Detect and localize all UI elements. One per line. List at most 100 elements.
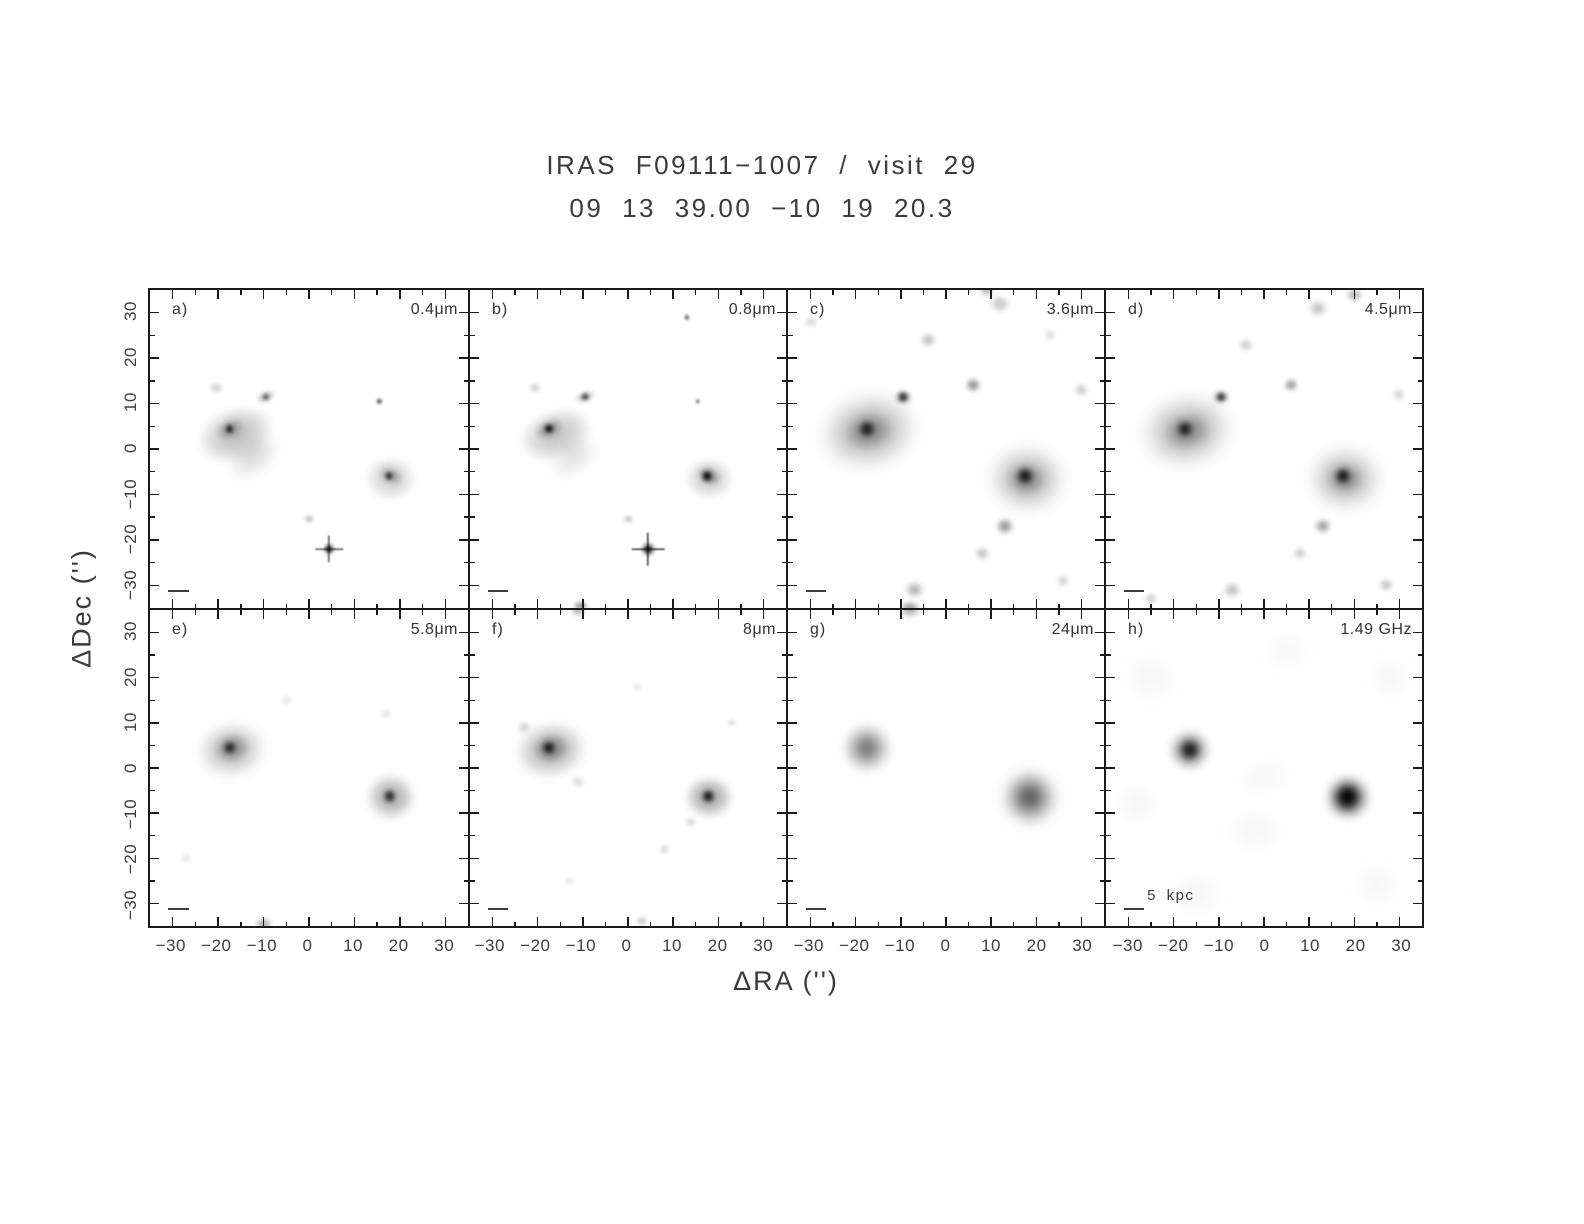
axis-tick [788,902,797,905]
source-blob [567,610,590,619]
axis-tick [1106,699,1111,701]
axis-tick [788,312,797,314]
source-core [642,542,655,556]
axis-tick [900,917,902,926]
axis-tick [1080,610,1083,619]
axis-tick [1080,917,1083,926]
axis-tick [781,380,786,382]
axis-tick [777,402,786,405]
axis-tick [967,290,970,295]
axis-tick [459,312,468,314]
axis-tick [1417,380,1422,382]
axis-tick [1106,880,1111,882]
axis-tick [740,603,742,608]
source-core [541,740,557,755]
axis-tick [459,857,468,859]
axis-tick [762,917,765,926]
axis-tick [762,599,765,608]
y-tick-label: −20 [121,844,140,875]
axis-tick [922,610,925,615]
axis-tick [353,917,356,926]
x-tick-label: 0 [940,936,951,955]
axis-tick [1417,835,1422,837]
axis-tick [217,917,219,926]
panel-d: d) 4.5μm [1104,290,1422,608]
source-blob [962,375,984,396]
x-tick-label: 20 [388,936,409,955]
axis-tick [1353,290,1355,299]
axis-tick [1413,677,1422,679]
axis-tick [1106,539,1115,541]
source-blob [1115,646,1188,710]
axis-tick [788,744,793,747]
axis-tick [463,471,468,473]
axis-tick [1331,603,1333,608]
axis-tick [470,677,479,679]
axis-tick [470,425,475,427]
axis-tick [470,561,475,564]
axis-tick [740,610,742,615]
axis-tick [262,610,265,619]
axis-tick [1195,921,1197,926]
axis-tick [695,921,697,926]
axis-tick [788,835,793,837]
axis-tick [604,921,607,926]
axis-tick [777,857,786,859]
axis-tick [194,610,197,615]
axis-tick [1127,290,1130,299]
axis-tick [559,921,561,926]
panel-letter: a) [172,301,189,318]
axis-tick [788,561,793,564]
axis-tick [809,290,812,299]
scale-bar [1124,589,1145,592]
axis-tick [855,917,857,926]
axis-tick [1331,290,1333,295]
axis-tick [945,599,947,608]
axis-tick [777,722,786,724]
axis-tick [150,584,159,586]
axis-tick [470,902,479,905]
axis-tick [809,610,812,619]
axis-tick [470,631,479,634]
axis-tick [459,902,468,905]
axis-tick [150,493,159,496]
scale-bar [1124,907,1145,910]
axis-tick [150,699,155,701]
axis-tick [150,767,159,769]
axis-tick [1099,699,1104,701]
axis-tick [788,584,797,586]
x-tick-label: −30 [474,936,505,955]
axis-tick [672,917,674,926]
source-core [1015,467,1035,486]
axis-tick [353,610,356,619]
axis-tick [421,603,424,608]
axis-tick [1398,917,1401,926]
axis-tick [672,290,674,299]
axis-tick [717,610,719,619]
x-tick-label: 30 [1072,936,1093,955]
axis-tick [459,631,468,634]
source-blob [896,598,924,608]
axis-tick [604,290,607,295]
axis-tick [627,917,629,926]
axis-tick [1106,789,1111,792]
axis-tick [777,448,786,450]
y-tick-label: 20 [121,666,140,687]
axis-tick [649,290,652,295]
axis-tick [150,789,155,792]
axis-tick [695,610,697,615]
source-core [383,789,397,803]
axis-tick [1285,610,1288,615]
x-tick-label: 30 [434,936,455,955]
axis-tick [559,290,561,295]
axis-tick [781,699,786,701]
axis-tick [444,917,446,926]
axis-tick [781,744,786,747]
axis-tick [1417,471,1422,473]
axis-tick [1417,654,1422,656]
axis-tick [1095,722,1104,724]
axis-tick [150,561,155,564]
axis-tick [470,516,475,518]
x-tick-label: 10 [1300,936,1321,955]
axis-tick [150,722,159,724]
